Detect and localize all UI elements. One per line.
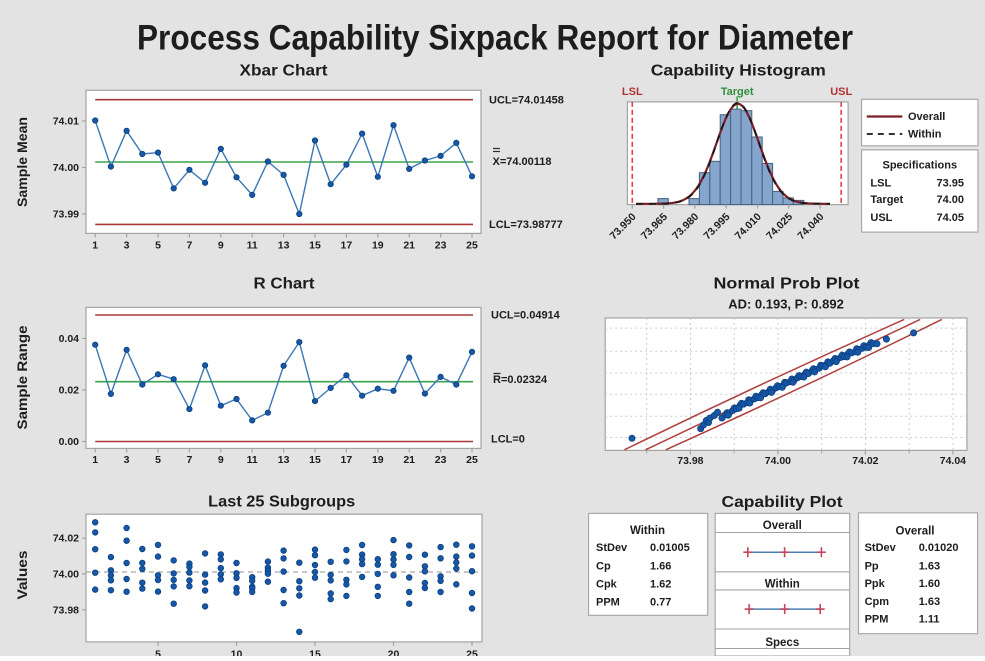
svg-text:Overall: Overall (908, 111, 945, 123)
svg-text:R Chart: R Chart (254, 276, 316, 293)
svg-text:Cpk: Cpk (596, 579, 618, 591)
svg-text:13: 13 (278, 454, 290, 466)
svg-text:PPM: PPM (865, 614, 889, 626)
svg-text:3: 3 (124, 240, 130, 252)
svg-text:1.63: 1.63 (919, 560, 940, 572)
svg-text:0.01005: 0.01005 (650, 542, 690, 554)
svg-text:Process Capability Sixpack Rep: Process Capability Sixpack Report for Di… (137, 19, 853, 58)
svg-text:Last 25 Subgroups: Last 25 Subgroups (208, 494, 355, 511)
svg-text:1.60: 1.60 (919, 578, 940, 590)
svg-text:LSL: LSL (870, 177, 891, 189)
svg-text:73.98: 73.98 (677, 455, 703, 467)
svg-text:74.00: 74.00 (53, 162, 79, 174)
svg-text:USL: USL (870, 212, 892, 224)
svg-text:1: 1 (92, 454, 98, 466)
svg-text:Ppk: Ppk (865, 578, 886, 590)
svg-text:11: 11 (247, 240, 258, 252)
svg-text:1.62: 1.62 (650, 579, 671, 591)
svg-text:Xbar Chart: Xbar Chart (240, 63, 329, 80)
svg-text:5: 5 (155, 240, 161, 252)
svg-text:Sample Mean: Sample Mean (15, 117, 30, 207)
svg-text:1: 1 (92, 240, 98, 252)
svg-text:Capability Histogram: Capability Histogram (651, 63, 826, 80)
svg-text:Cpm: Cpm (865, 596, 890, 608)
svg-text:Within: Within (908, 129, 942, 141)
svg-text:0.77: 0.77 (650, 596, 671, 608)
svg-text:Specifications: Specifications (883, 159, 958, 171)
svg-text:R=0.02324: R=0.02324 (493, 374, 548, 386)
svg-text:23: 23 (435, 454, 447, 466)
svg-text:74.00: 74.00 (936, 194, 964, 206)
svg-text:20: 20 (388, 649, 400, 657)
svg-text:15: 15 (309, 454, 321, 466)
svg-text:74.02: 74.02 (53, 533, 79, 545)
svg-text:0.01020: 0.01020 (919, 542, 959, 554)
svg-text:Values: Values (15, 551, 30, 600)
svg-text:Within: Within (765, 579, 800, 591)
svg-text:StDev: StDev (865, 542, 897, 554)
svg-text:UCL=74.01458: UCL=74.01458 (489, 95, 564, 107)
svg-text:Sample Range: Sample Range (15, 325, 30, 430)
svg-text:25: 25 (466, 240, 478, 252)
svg-text:Within: Within (630, 525, 665, 537)
svg-text:74.00: 74.00 (53, 569, 79, 581)
svg-text:Overall: Overall (763, 520, 802, 532)
svg-text:25: 25 (466, 454, 478, 466)
svg-text:AD: 0.193, P: 0.892: AD: 0.193, P: 0.892 (728, 297, 844, 312)
svg-text:15: 15 (309, 240, 321, 252)
svg-text:1.11: 1.11 (919, 614, 940, 626)
svg-text:StDev: StDev (596, 542, 628, 554)
svg-text:9: 9 (218, 454, 224, 466)
svg-text:Target: Target (870, 194, 903, 206)
svg-text:9: 9 (218, 240, 224, 252)
svg-text:73.99: 73.99 (53, 209, 79, 221)
svg-text:7: 7 (186, 240, 192, 252)
svg-text:21: 21 (403, 454, 415, 466)
svg-text:11: 11 (247, 454, 258, 466)
svg-text:17: 17 (341, 454, 353, 466)
svg-text:5: 5 (155, 649, 161, 657)
svg-text:0.04: 0.04 (59, 333, 80, 345)
svg-text:0.02: 0.02 (59, 385, 80, 397)
svg-text:74.04: 74.04 (940, 455, 966, 467)
svg-text:LCL=0: LCL=0 (491, 434, 525, 446)
svg-text:21: 21 (403, 240, 415, 252)
svg-text:0.00: 0.00 (59, 436, 80, 448)
svg-text:73.98: 73.98 (53, 604, 79, 616)
svg-text:Capability Plot: Capability Plot (722, 494, 844, 511)
svg-text:Cp: Cp (596, 560, 611, 572)
svg-text:LSL: LSL (622, 86, 643, 98)
svg-text:PPM: PPM (596, 596, 620, 608)
svg-text:7: 7 (186, 454, 192, 466)
svg-text:74.02: 74.02 (852, 455, 878, 467)
svg-text:LCL=73.98777: LCL=73.98777 (489, 219, 563, 231)
svg-text:19: 19 (372, 454, 384, 466)
svg-text:1.66: 1.66 (650, 560, 671, 572)
svg-text:19: 19 (372, 240, 384, 252)
svg-text:23: 23 (435, 240, 447, 252)
svg-text:Specs: Specs (765, 637, 799, 649)
svg-text:15: 15 (309, 649, 321, 657)
svg-text:73.95: 73.95 (936, 177, 964, 189)
svg-text:5: 5 (155, 454, 161, 466)
svg-text:17: 17 (341, 240, 353, 252)
svg-text:Pp: Pp (865, 560, 879, 572)
svg-text:25: 25 (466, 649, 478, 657)
svg-text:Target: Target (721, 86, 754, 98)
svg-text:74.05: 74.05 (936, 212, 964, 224)
svg-text:74.00: 74.00 (765, 455, 791, 467)
svg-text:74.01: 74.01 (53, 116, 79, 128)
svg-text:X=74.00118: X=74.00118 (493, 156, 552, 168)
svg-text:10: 10 (231, 649, 243, 657)
svg-text:13: 13 (278, 240, 290, 252)
svg-text:1.63: 1.63 (919, 596, 940, 608)
svg-text:UCL=0.04914: UCL=0.04914 (491, 310, 561, 322)
svg-text:3: 3 (124, 454, 130, 466)
svg-text:USL: USL (830, 86, 852, 98)
svg-text:Overall: Overall (896, 525, 935, 537)
svg-text:Normal Prob Plot: Normal Prob Plot (714, 276, 861, 293)
